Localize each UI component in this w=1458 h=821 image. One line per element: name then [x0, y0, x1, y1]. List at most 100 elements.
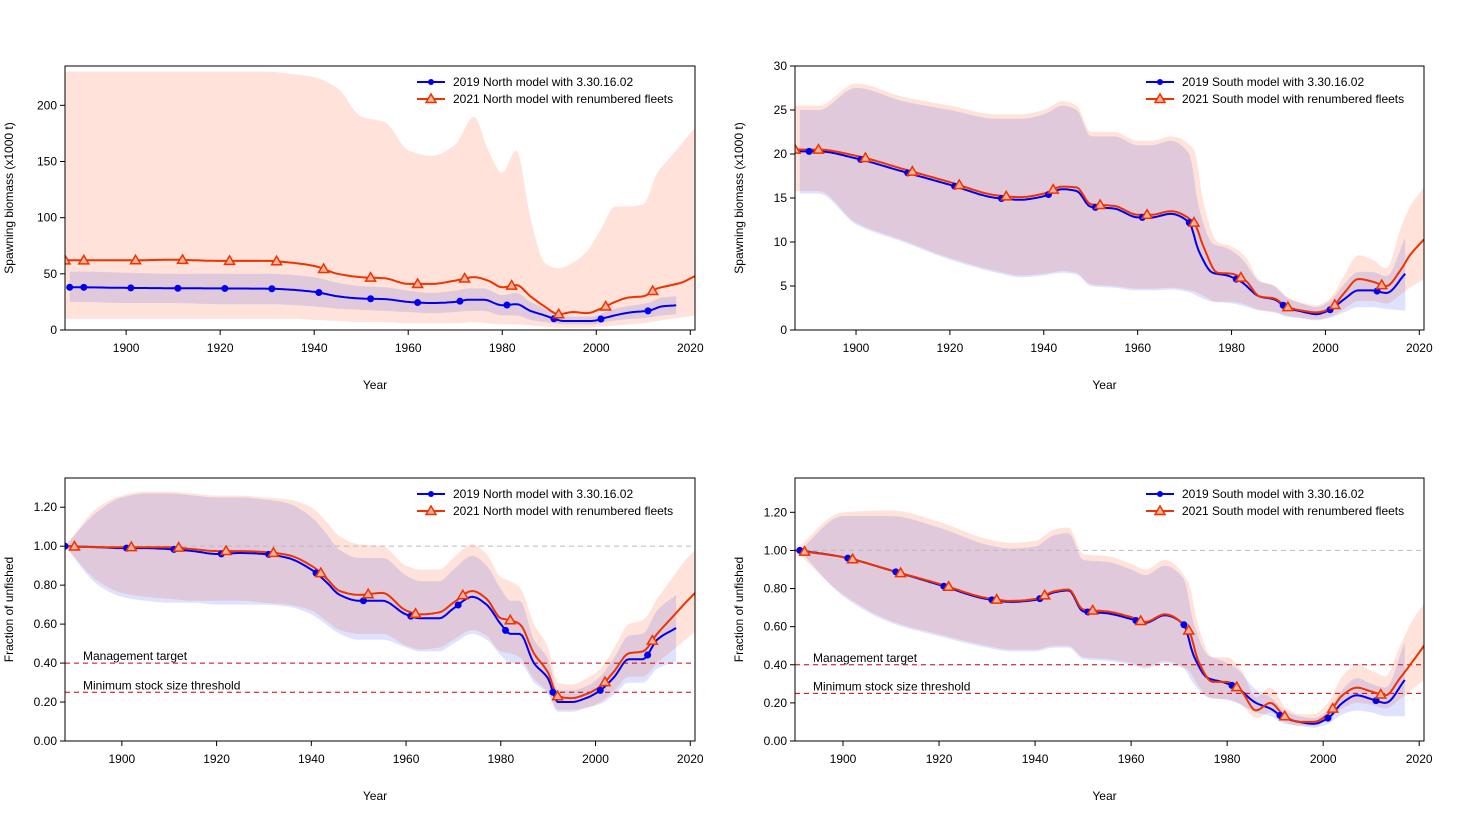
x-tick-label: 1940 [1030, 341, 1057, 355]
plot-area [65, 71, 695, 328]
legend-entry: 2019 South model with 3.30.16.02 [1182, 487, 1364, 501]
x-tick-label: 1920 [926, 752, 953, 766]
data-point-2021 [172, 541, 185, 552]
data-point-2021 [846, 552, 859, 564]
plot-frame [64, 477, 696, 742]
data-point-2019 [315, 288, 323, 296]
legend-marker-triangle [1153, 92, 1167, 104]
data-point-2021 [77, 253, 91, 265]
data-point-2021 [1234, 271, 1248, 282]
legend-entry: 2019 South model with 3.30.16.02 [1182, 75, 1364, 89]
x-tick-label: 1940 [301, 341, 328, 355]
y-tick-label: 200 [37, 98, 57, 112]
data-point-2021 [364, 271, 377, 282]
y-tick-label: 0.20 [764, 696, 788, 710]
x-tick-label: 1920 [937, 341, 964, 355]
legend-entry: 2021 North model with renumbered fleets [453, 504, 673, 518]
y-tick-label: 0.00 [764, 734, 788, 748]
plot-frame [64, 65, 696, 331]
x-axis-title: Year [1092, 789, 1116, 803]
data-point-2021 [176, 253, 189, 265]
y-tick-label: 1.20 [34, 500, 58, 514]
plot-area [65, 491, 695, 712]
data-point-2021 [223, 254, 236, 266]
data-point-2019 [359, 597, 367, 605]
reference-line-label: Minimum stock size threshold [813, 679, 970, 693]
x-tick-label: 2000 [583, 341, 610, 355]
data-point-2019 [414, 299, 422, 307]
y-tick-label: 1.00 [764, 543, 788, 557]
data-point-2021 [812, 143, 825, 154]
chart-panel-south-sb: 1900 1920 1940 1960 1980 2000 2020 0 5 10 15 20 25 30… [732, 59, 1433, 392]
y-tick-label: 0 [780, 323, 787, 337]
data-point-2021 [1326, 702, 1340, 713]
legend-entry: 2021 South model with renumbered fleets [1182, 92, 1404, 106]
x-tick-label: 2020 [677, 752, 704, 766]
y-tick-label: 0.40 [34, 656, 58, 670]
reference-line-label: Management target [83, 649, 188, 663]
plot-area [795, 83, 1424, 321]
data-point-2021 [409, 607, 422, 619]
data-point-2019 [503, 301, 511, 309]
y-tick-label: 10 [774, 235, 788, 249]
data-point-2021 [1328, 298, 1342, 310]
data-point-2021 [795, 143, 802, 154]
data-point-2021 [503, 613, 517, 625]
data-point-2021 [68, 540, 81, 551]
x-tick-label: 2020 [1406, 752, 1433, 766]
legend-marker-triangle [424, 92, 438, 104]
data-point-2021 [1093, 198, 1107, 210]
x-tick-label: 1900 [113, 341, 140, 355]
data-point-2021 [129, 253, 142, 265]
y-tick-label: 15 [774, 191, 788, 205]
data-point-2019 [596, 686, 604, 694]
y-axis-title: Spawning biomass (x1000 t) [732, 122, 746, 273]
legend-entry: 2019 North model with 3.30.16.02 [453, 487, 633, 501]
legend-entry: 2021 South model with renumbered fleets [1182, 504, 1404, 518]
data-point-2021 [1086, 603, 1100, 615]
data-point-2021 [952, 178, 966, 190]
data-point-2021 [456, 588, 470, 600]
data-point-2021 [551, 689, 564, 701]
legend-marker-triangle [424, 504, 438, 516]
data-point-2021 [798, 545, 811, 556]
y-tick-label: 0.40 [764, 658, 788, 672]
x-tick-label: 2000 [1310, 752, 1337, 766]
data-point-2021 [65, 253, 72, 265]
legend-entry: 2021 North model with renumbered fleets [453, 92, 673, 106]
data-point-2019 [1324, 714, 1332, 722]
data-point-2021 [1281, 300, 1295, 312]
y-tick-label: 0.20 [34, 695, 58, 709]
data-point-2021 [1182, 623, 1196, 635]
chart-panel-north-depl: Management target Minimum stock size thre… [2, 477, 704, 803]
data-point-2019 [456, 297, 464, 305]
x-axis-title: Year [363, 378, 387, 392]
data-point-2019 [80, 283, 88, 291]
legend-marker-circle [1157, 491, 1163, 497]
x-tick-label: 1900 [843, 341, 870, 355]
y-tick-label: 1.00 [34, 539, 58, 553]
data-point-2021 [1140, 208, 1154, 219]
data-point-2019 [1180, 621, 1188, 629]
data-point-2021 [894, 566, 907, 578]
x-tick-label: 1900 [830, 752, 857, 766]
x-tick-label: 1980 [1214, 752, 1241, 766]
x-tick-label: 1900 [108, 752, 135, 766]
data-point-2021 [1187, 216, 1201, 227]
x-tick-label: 1960 [395, 341, 422, 355]
x-tick-label: 1980 [1218, 341, 1245, 355]
y-tick-label: 0 [50, 323, 57, 337]
series-line-2021 [795, 148, 1424, 314]
y-tick-label: 0.80 [764, 582, 788, 596]
data-point-2021 [505, 279, 518, 290]
legend-marker-circle [428, 79, 434, 85]
x-tick-label: 1920 [207, 341, 234, 355]
data-point-2019 [805, 147, 813, 155]
y-axis-title: Fraction of unfished [2, 557, 16, 662]
x-tick-label: 1940 [1022, 752, 1049, 766]
data-point-2021 [906, 165, 919, 176]
data-point-2021 [1038, 588, 1051, 600]
chart-panel-north-sb: 1900 1920 1940 1960 1980 2000 2020 0 50 100 150 200… [2, 65, 704, 392]
chart-panel-south-depl: Management target Minimum stock size thre… [732, 477, 1433, 803]
data-point-2021 [317, 262, 330, 274]
